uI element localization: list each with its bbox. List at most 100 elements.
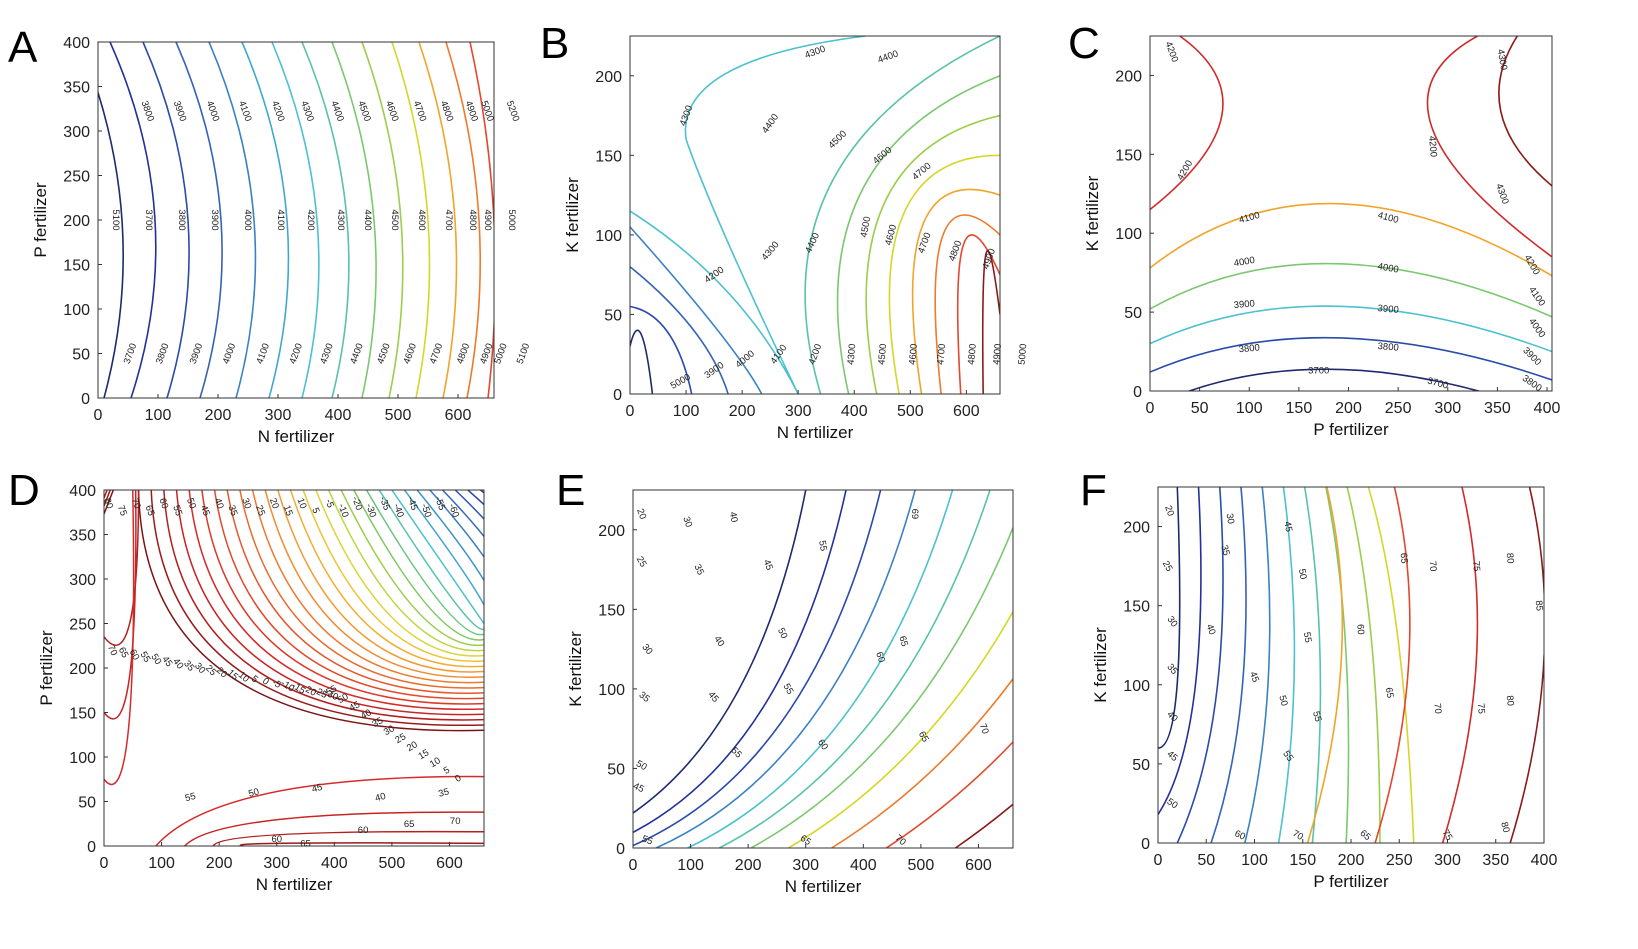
y-tick-label: 0 bbox=[1133, 384, 1142, 401]
panel-letter: C bbox=[1068, 19, 1100, 68]
contour-label: 4100 bbox=[275, 209, 286, 230]
contour-line bbox=[226, 490, 484, 695]
contour-label: 30 bbox=[1165, 614, 1180, 629]
contour-line bbox=[188, 490, 484, 711]
contour-label: 4900 bbox=[991, 343, 1004, 365]
contour-line bbox=[277, 490, 484, 673]
x-tick-label: 600 bbox=[965, 857, 992, 874]
contour-label: 65 bbox=[300, 838, 311, 849]
panel-letter: E bbox=[556, 466, 585, 515]
contour-label: 4200 bbox=[1426, 135, 1439, 157]
contour-label: 5 bbox=[309, 506, 321, 515]
contour-line bbox=[454, 490, 484, 598]
contour-label: 35 bbox=[226, 504, 240, 518]
y-axis-label: K fertilizer bbox=[566, 631, 585, 707]
contour-line bbox=[630, 329, 654, 394]
contour-label: 4000 bbox=[1377, 261, 1400, 276]
x-tick-label: 200 bbox=[729, 403, 756, 420]
contour-label: 0 bbox=[260, 676, 271, 688]
contour-line bbox=[831, 677, 1013, 848]
contour-label: 3800 bbox=[1377, 341, 1399, 354]
x-tick-label: 600 bbox=[445, 407, 472, 424]
contour-line bbox=[1176, 487, 1224, 843]
contour-label: 55 bbox=[1301, 631, 1314, 643]
contour-label: 3900 bbox=[209, 209, 220, 230]
contour-label: 20 bbox=[267, 497, 281, 511]
contour-line bbox=[1150, 202, 1552, 277]
contour-line bbox=[327, 490, 484, 652]
contour-label: 45 bbox=[311, 782, 324, 795]
contour-label: 85 bbox=[1533, 600, 1545, 611]
y-tick-label: 0 bbox=[87, 839, 96, 856]
contour-label: 45 bbox=[347, 699, 362, 714]
contour-line bbox=[239, 842, 484, 846]
contour-label: 55 bbox=[170, 504, 184, 518]
contour-line bbox=[1303, 487, 1322, 843]
contour-line bbox=[1150, 305, 1552, 353]
contour-line bbox=[1244, 487, 1271, 843]
contour-line bbox=[104, 490, 137, 720]
contour-label: 69 bbox=[909, 509, 920, 520]
contour-line bbox=[1150, 36, 1224, 211]
x-tick-label: 50 bbox=[1197, 852, 1215, 869]
x-tick-label: 100 bbox=[148, 855, 175, 872]
y-tick-label: 200 bbox=[63, 213, 90, 230]
x-tick-label: 350 bbox=[1482, 852, 1509, 869]
contour-label: 65 bbox=[798, 833, 813, 848]
contour-label: 55 bbox=[1280, 749, 1295, 764]
contour-label: 35 bbox=[437, 786, 450, 799]
contour-line bbox=[633, 490, 807, 814]
x-axis-label: P fertilizer bbox=[1313, 872, 1389, 891]
contour-label: 25 bbox=[634, 555, 649, 570]
contour-label: 40 bbox=[1204, 623, 1218, 637]
contour-label: 4300 bbox=[335, 209, 346, 230]
plot-area bbox=[633, 490, 1013, 848]
contour-label: 40 bbox=[711, 634, 726, 649]
y-axis-label: K fertilizer bbox=[563, 177, 582, 253]
contour-label: 50 bbox=[1276, 694, 1289, 707]
panel-a: 0 100 200 300 400 500 600 0 50 100 150 200 250 300 350… bbox=[8, 23, 532, 446]
contour-line bbox=[239, 490, 484, 689]
contour-line bbox=[633, 490, 882, 847]
contour-label: 55 bbox=[640, 834, 654, 848]
panel-d: 0 100 200 300 400 500 600050100150200250300350… bbox=[8, 466, 485, 894]
contour-line bbox=[150, 490, 484, 727]
y-tick-label: 400 bbox=[63, 35, 90, 52]
contour-label: -20 bbox=[349, 495, 364, 512]
contour-line bbox=[718, 490, 991, 848]
contour-label: 40 bbox=[374, 791, 387, 804]
y-tick-label: 200 bbox=[1115, 68, 1142, 85]
contour-label: 80 bbox=[101, 497, 115, 511]
contour-label: 40 bbox=[727, 511, 740, 523]
y-tick-label: 350 bbox=[69, 528, 96, 545]
contour-line bbox=[104, 490, 115, 515]
contour-label: 50 bbox=[336, 691, 351, 706]
contour-label: 4500 bbox=[876, 343, 889, 365]
plot-area bbox=[630, 36, 1000, 394]
contour-label: 35 bbox=[370, 715, 385, 730]
contour-label: 4400 bbox=[362, 209, 373, 230]
y-tick-label: 0 bbox=[81, 391, 90, 408]
contour-line bbox=[1210, 487, 1247, 843]
contour-line bbox=[911, 188, 1000, 394]
contour-label: 4700 bbox=[935, 343, 948, 365]
contour-line bbox=[885, 740, 1013, 848]
contour-line bbox=[1498, 36, 1552, 187]
contour-label: 10 bbox=[428, 755, 443, 770]
y-tick-label: 50 bbox=[1132, 757, 1150, 774]
x-tick-label: 0 bbox=[626, 403, 635, 420]
contour-line bbox=[804, 36, 1000, 394]
x-tick-label: 500 bbox=[385, 407, 412, 424]
y-tick-label: 300 bbox=[63, 124, 90, 141]
contour-line bbox=[251, 490, 484, 684]
x-tick-label: 400 bbox=[850, 857, 877, 874]
x-tick-label: 300 bbox=[1434, 400, 1461, 417]
contour-label: 4000 bbox=[1233, 255, 1256, 270]
contour-line bbox=[175, 42, 223, 398]
contour-line bbox=[271, 42, 320, 398]
contour-label: 30 bbox=[680, 515, 694, 529]
contour-label: 50 bbox=[1296, 568, 1309, 580]
contour-label: 75 bbox=[115, 504, 129, 518]
contour-line bbox=[1346, 487, 1381, 843]
